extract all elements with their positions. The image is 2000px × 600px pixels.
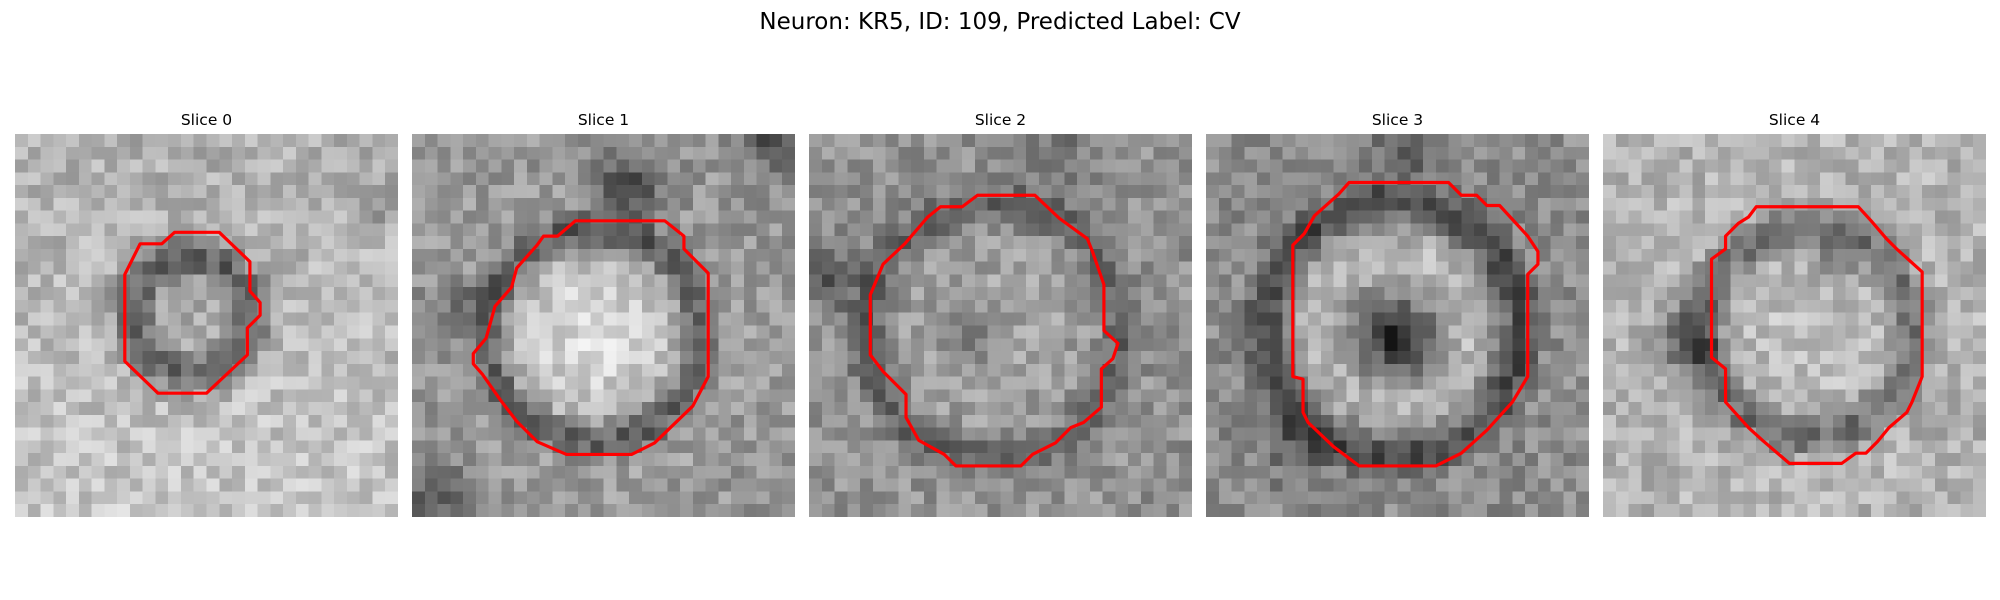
slice-title-0: Slice 0 [15,108,398,132]
slice-title-3: Slice 3 [1206,108,1589,132]
grayscale-patch [1603,134,1986,517]
slice-image-3 [1206,134,1589,517]
grayscale-patch [1206,134,1589,517]
slice-image-4 [1603,134,1986,517]
slice-title-2: Slice 2 [809,108,1192,132]
slice-panel-4: Slice 4 [1603,108,1986,518]
slice-panel-0: Slice 0 [15,108,398,518]
slice-panel-1: Slice 1 [412,108,795,518]
grayscale-patch [15,134,398,517]
grayscale-patch [809,134,1192,517]
grayscale-patch [412,134,795,517]
slice-title-1: Slice 1 [412,108,795,132]
slice-image-2 [809,134,1192,517]
slice-image-0 [15,134,398,517]
figure-title: Neuron: KR5, ID: 109, Predicted Label: C… [0,6,2000,38]
slice-image-1 [412,134,795,517]
slice-panel-2: Slice 2 [809,108,1192,518]
slice-title-4: Slice 4 [1603,108,1986,132]
slice-panel-3: Slice 3 [1206,108,1589,518]
